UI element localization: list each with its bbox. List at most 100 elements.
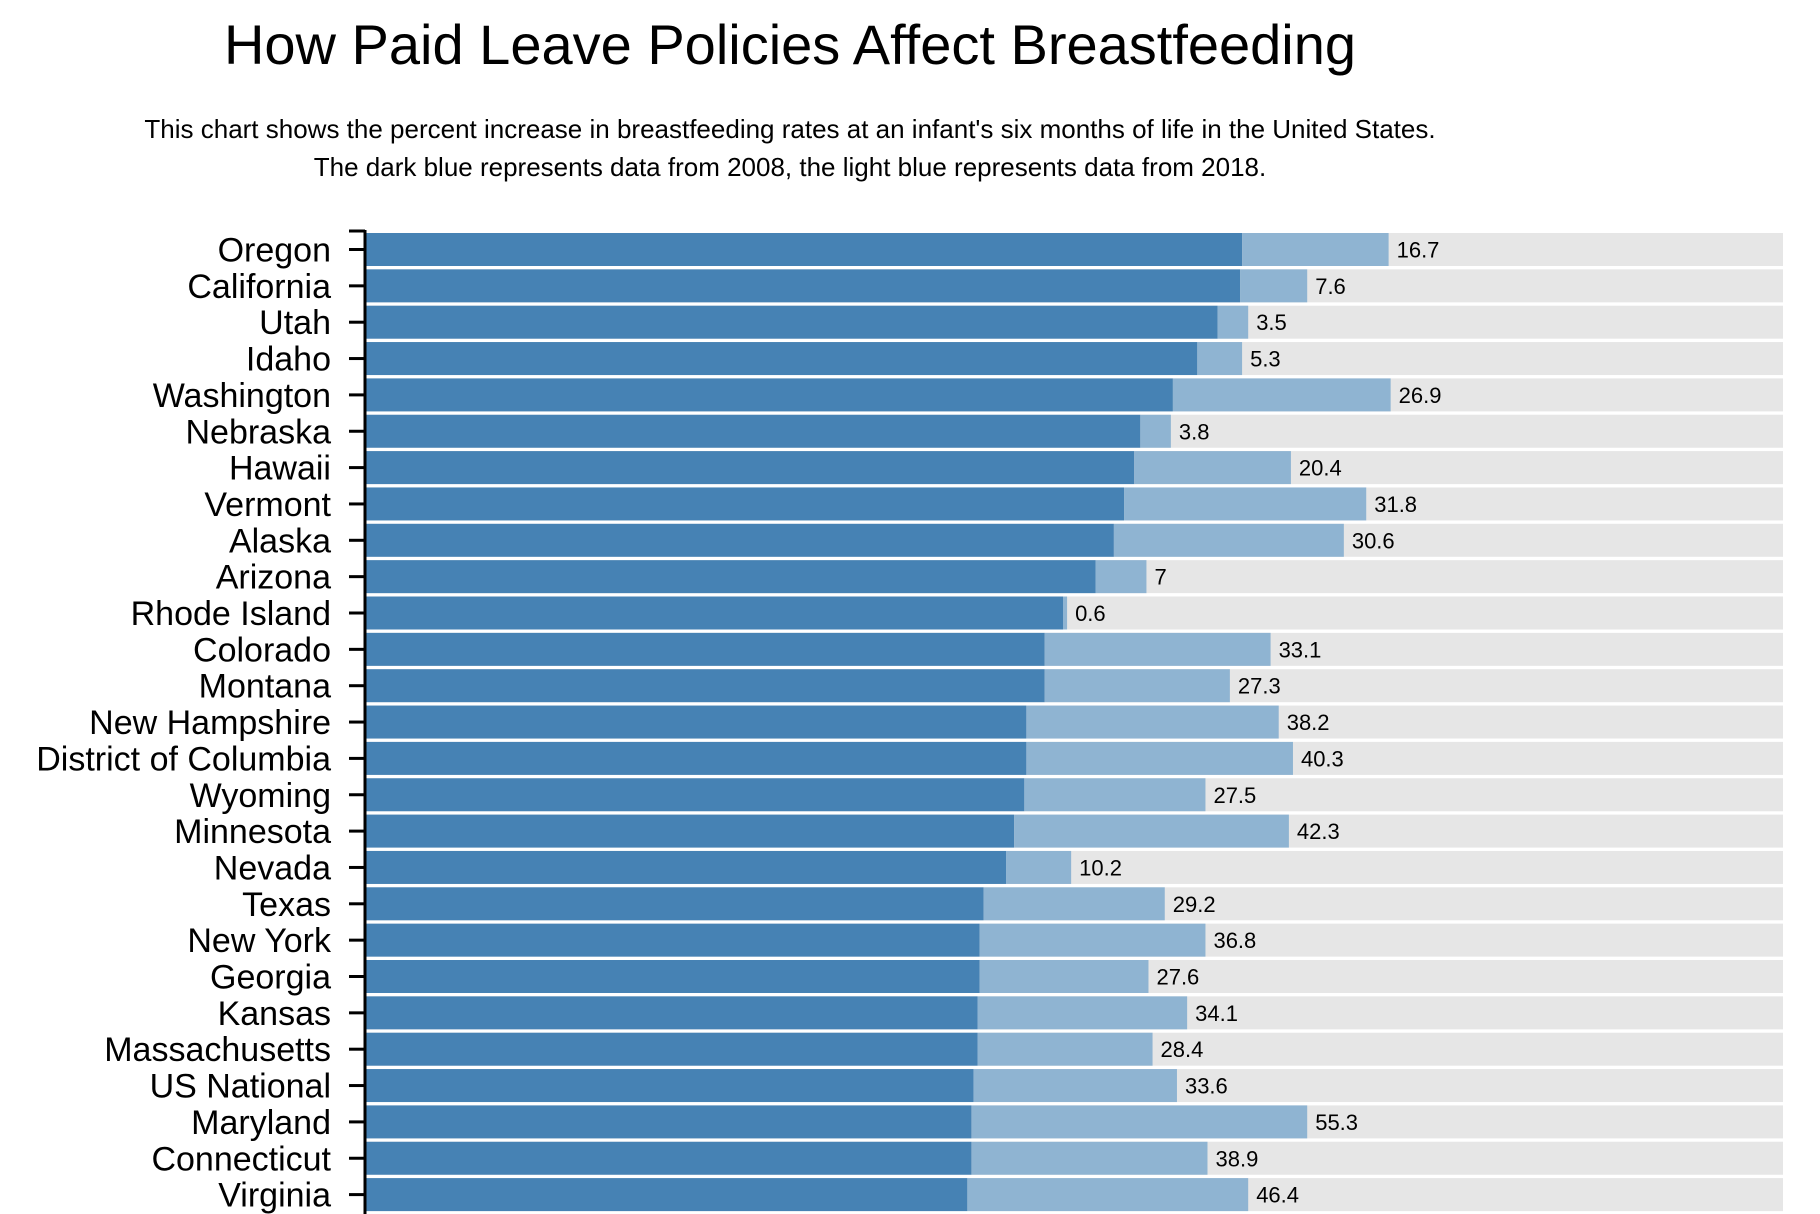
series-2018-bars (967, 233, 1391, 1212)
data-label: 33.1 (1279, 637, 1322, 662)
data-label: 36.8 (1213, 928, 1256, 953)
bar-2018 (1044, 632, 1271, 666)
category-label: District of Columbia (36, 740, 331, 778)
category-label: Hawaii (229, 450, 331, 488)
bar-2018 (971, 1105, 1308, 1139)
bar-2008 (365, 1105, 972, 1139)
bar-2018 (1242, 233, 1389, 266)
bar-2008 (365, 778, 1025, 812)
bar-2018 (1197, 342, 1243, 376)
data-label: 3.8 (1179, 419, 1210, 444)
category-label: Oregon (218, 232, 331, 270)
bar-2018 (983, 887, 1165, 921)
bar-2008 (365, 378, 1173, 412)
data-label: 26.9 (1399, 383, 1442, 408)
data-label: 46.4 (1256, 1183, 1299, 1208)
bar-2018 (1044, 669, 1230, 703)
bar-2008 (365, 342, 1198, 376)
bar-2008 (365, 632, 1045, 666)
bar-2008 (365, 560, 1096, 594)
bar-2008 (365, 669, 1045, 703)
bar-2008 (365, 596, 1064, 630)
bar-2008 (365, 923, 980, 957)
category-label: California (187, 268, 331, 306)
bar-2018 (1240, 269, 1308, 303)
bar-2018 (1124, 487, 1367, 521)
bar-2008 (365, 1178, 968, 1212)
data-label: 38.2 (1287, 710, 1330, 735)
category-label-group: OregonCaliforniaUtahIdahoWashingtonNebra… (36, 232, 332, 1214)
data-label: 7 (1154, 565, 1166, 590)
bar-2008 (365, 305, 1218, 339)
category-label: Colorado (193, 631, 331, 669)
subtitle-line-1: This chart shows the percent increase in… (144, 114, 1436, 144)
category-label: Alaska (229, 522, 331, 560)
bar-2018 (967, 1178, 1249, 1212)
bar-2018 (1113, 523, 1344, 557)
y-axis (349, 229, 367, 1214)
data-label: 31.8 (1374, 492, 1417, 517)
bar-2018 (971, 1141, 1208, 1175)
bar-2018 (1014, 814, 1289, 848)
bar-2008 (365, 887, 984, 921)
bar-2008 (365, 487, 1125, 521)
data-label: 38.9 (1215, 1146, 1258, 1171)
category-label: Kansas (218, 995, 331, 1033)
data-label: 27.6 (1156, 965, 1199, 990)
data-label: 20.4 (1299, 456, 1342, 481)
category-label: Nevada (214, 849, 331, 887)
category-label: Vermont (204, 486, 331, 524)
category-label: Idaho (246, 341, 331, 379)
category-label: Massachusetts (104, 1031, 331, 1069)
bar-2008 (365, 705, 1027, 739)
category-label: Arizona (216, 559, 331, 597)
category-label: Virginia (218, 1177, 331, 1214)
category-label: Texas (242, 886, 331, 924)
data-label: 27.5 (1213, 783, 1256, 808)
chart-subtitle: This chart shows the percent increase in… (0, 110, 1580, 186)
category-label: Georgia (210, 959, 331, 997)
bar-2008 (365, 741, 1027, 775)
bar-2018 (1026, 705, 1279, 739)
bar-2008 (365, 996, 978, 1030)
bar-2008 (365, 523, 1114, 557)
bar-2008 (365, 451, 1135, 485)
bar-2008 (365, 960, 980, 993)
data-label: 33.6 (1185, 1074, 1228, 1099)
data-label: 40.3 (1301, 746, 1344, 771)
value-label-group: 16.7 7.6 3.5 5.3 26.9 3.8 20.4 31.8 30.6 7 0.6 33.1… (1075, 238, 1441, 1208)
bar-2018 (1095, 560, 1147, 594)
bar-2018 (1134, 451, 1291, 485)
bar-2018 (979, 923, 1206, 957)
bar-2018 (1026, 741, 1293, 775)
data-label: 34.1 (1195, 1001, 1238, 1026)
category-label: Minnesota (174, 813, 331, 851)
bar-2008 (365, 1032, 978, 1066)
data-label: 42.3 (1297, 819, 1340, 844)
bar-2018 (977, 996, 1188, 1030)
data-label: 0.6 (1075, 601, 1106, 626)
data-label: 5.3 (1250, 347, 1281, 372)
data-label: 55.3 (1315, 1110, 1358, 1135)
category-label: Rhode Island (131, 595, 331, 633)
category-label: Utah (259, 304, 331, 342)
bar-2008 (365, 269, 1241, 303)
category-label: New Hampshire (89, 704, 331, 742)
bar-2008 (365, 1141, 972, 1175)
data-label: 27.3 (1238, 674, 1281, 699)
data-label: 28.4 (1161, 1037, 1204, 1062)
data-label: 3.5 (1256, 310, 1287, 335)
category-label: US National (150, 1068, 331, 1106)
category-label: Washington (153, 377, 331, 415)
bar-2018 (1006, 850, 1072, 884)
chart-title: How Paid Leave Policies Affect Breastfee… (223, 13, 1357, 76)
category-label: New York (187, 922, 332, 960)
bar-2018 (979, 960, 1149, 993)
series-2008-bars (365, 233, 1243, 1212)
bar-2008 (365, 1069, 974, 1103)
category-label: Wyoming (190, 777, 331, 815)
bar-2018 (1140, 414, 1171, 448)
bar-2018 (1217, 305, 1249, 339)
bar-2018 (977, 1032, 1153, 1066)
